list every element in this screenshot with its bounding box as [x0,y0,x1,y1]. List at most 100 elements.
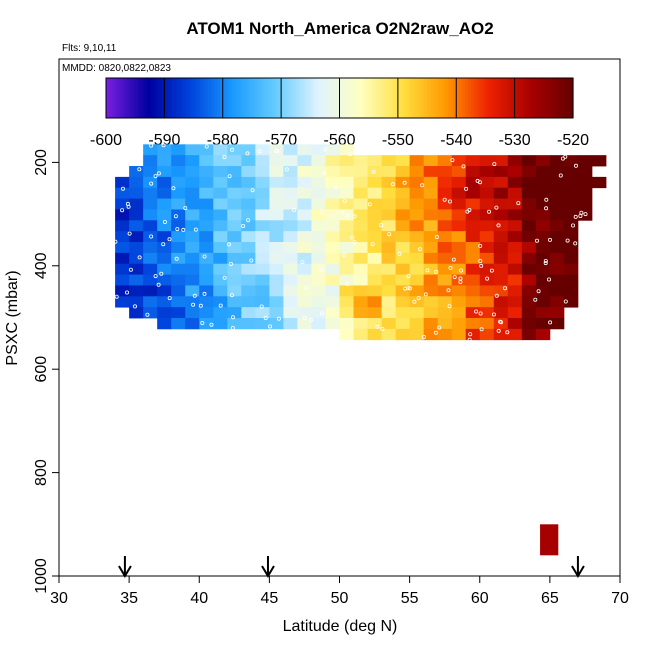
track-point [578,213,583,218]
colorbar-segment [441,78,446,118]
colorbar-segment [447,78,452,118]
heatmap-cell [297,252,312,265]
heatmap-cell [437,209,453,221]
heatmap-cell [297,198,312,210]
heatmap-cell [283,318,298,330]
track-point [558,173,563,178]
heatmap-cell [311,285,326,297]
colorbar-segment [275,78,279,118]
heatmap-cell [171,242,186,254]
heatmap-cell [199,274,214,286]
heatmap-cell [479,263,495,275]
colorbar-segment [552,78,557,118]
heatmap-cell [451,166,467,178]
heatmap-cell [185,231,200,243]
heatmap-cell [409,318,425,330]
heatmap-cell [535,220,551,232]
heatmap-cell [241,144,256,156]
heatmap-cell [367,263,382,275]
heatmap-cell [409,252,425,265]
heatmap-cell [507,209,523,221]
colorbar-segment [415,78,419,118]
heatmap-cell [465,318,481,330]
colorbar-segment [260,78,265,118]
heatmap-cell [451,318,467,330]
heatmap-cell [171,263,186,275]
colorbar-segment [546,78,551,118]
heatmap-cell [325,176,340,189]
heatmap-cell [213,187,228,199]
track-point [498,319,503,324]
colorbar-segment [497,78,501,118]
heatmap-cell [199,296,214,308]
heatmap-cell [255,155,270,167]
heatmap-cell [535,296,551,308]
colorbar-segment [549,78,554,118]
heatmap-cell [423,242,439,254]
heatmap-cell [521,198,537,210]
heatmap-cell [115,263,130,275]
heatmap-cell [437,242,453,254]
heatmap-cell [297,307,312,319]
heatmap-cell [311,242,326,254]
heatmap-cell [367,328,382,341]
heatmap-cell [423,328,439,341]
heatmap-cell [115,198,130,210]
colorbar-segment [336,78,341,118]
colorbar-segment [316,78,320,118]
heatmap-cell [241,198,256,210]
heatmap-cell [493,231,509,243]
heatmap-cell [535,274,551,286]
heatmap-cell [521,220,537,232]
colorbar-segment [435,78,440,118]
heatmap-cell [185,242,200,254]
heatmap-cell [479,328,495,341]
heatmap-cell [199,176,214,189]
heatmap-cell [521,187,537,199]
heatmap-cell [283,220,298,232]
heatmap-cell [227,144,242,156]
heatmap-cell [255,209,270,221]
colorbar-segment [141,78,145,118]
colorbar-segment [213,78,218,118]
heatmap-cell [451,307,467,319]
track-point [496,328,501,333]
track-point [222,275,227,280]
heatmap-cell [535,252,551,265]
track-point [121,186,126,191]
heatmap-cell [353,252,368,265]
heatmap-cell [549,209,565,221]
heatmap-cell [157,220,172,232]
heatmap-cell [367,176,382,189]
heatmap-cell [437,296,453,308]
heatmap-cell [367,307,382,319]
heatmap-cell [241,176,256,189]
track-point [467,207,472,212]
track-point [114,294,119,299]
heatmap-cell [577,176,593,189]
heatmap-cell [227,307,242,319]
heatmap-cell [381,307,396,319]
heatmap-cell [185,209,200,221]
colorbar-segment [459,78,463,118]
flights-note: Flts: 9,10,11 [62,43,117,54]
colorbar-segment [491,78,495,118]
latitude-arrow [118,556,132,578]
heatmap-cell [367,318,382,330]
colorbar-segment [392,78,396,118]
heatmap-cell [395,307,411,319]
colorbar-segment [473,78,478,118]
heatmap-cell [423,187,439,199]
heatmap-cell [297,296,312,308]
heatmap-cell [269,242,284,254]
heatmap-cell [381,242,396,254]
track-point [302,315,307,320]
heatmap-cell [311,252,326,265]
heatmap-cell [143,144,158,156]
heatmap-cell [395,296,411,308]
heatmap-cell [283,176,298,189]
heatmap-cell [129,296,144,308]
heatmap-cell [521,285,537,297]
heatmap-cell [339,274,354,286]
track-point [477,180,482,185]
